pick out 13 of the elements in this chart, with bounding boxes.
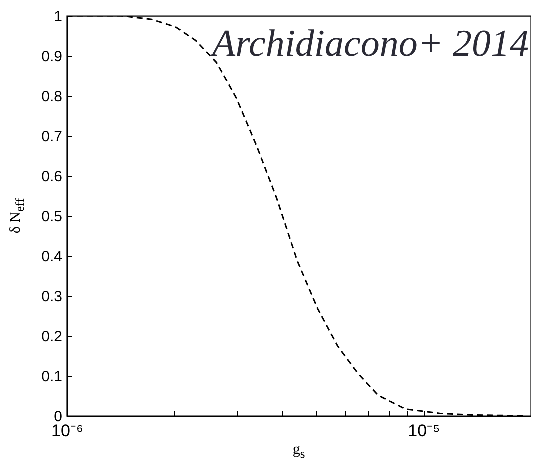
y-tick-label: 0.3	[42, 288, 62, 306]
y-tick-label: 0.4	[42, 248, 62, 266]
x-axis-title: g$_{s}$	[292, 442, 306, 462]
y-tick-label: 0.2	[42, 328, 62, 346]
y-tick-label: 0.1	[42, 368, 62, 386]
y-tick-label: 0.9	[42, 48, 62, 66]
y-tick-label: 1	[54, 8, 62, 26]
annotation: Archidiacono+ 2014	[212, 22, 529, 66]
y-tick-label: 0.8	[42, 88, 62, 106]
x-tick-label: 10⁻⁵	[408, 422, 440, 440]
y-tick-label: 0.6	[42, 168, 62, 186]
y-tick-label: 0.7	[42, 128, 62, 146]
y-tick-label: 0.5	[42, 208, 62, 226]
